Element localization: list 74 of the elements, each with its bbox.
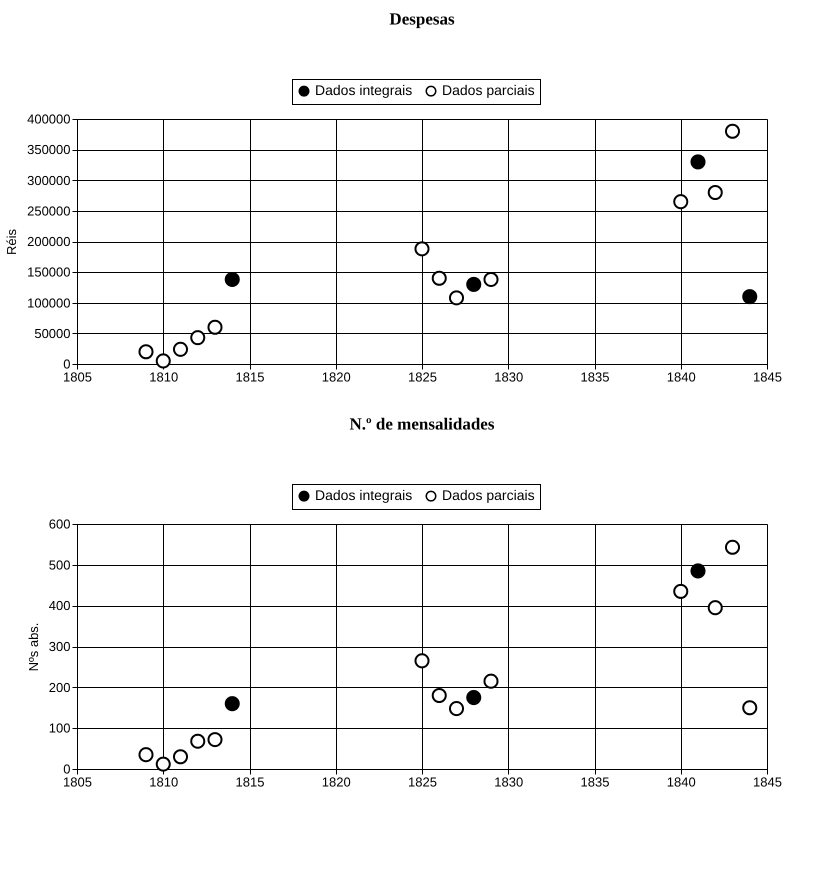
x-tick-label: 1810	[149, 370, 178, 384]
point	[690, 563, 706, 578]
point	[673, 584, 688, 599]
point	[448, 290, 464, 306]
x-tick-label: 1805	[63, 370, 92, 384]
point	[414, 241, 430, 256]
y-tick-label: 300	[48, 639, 70, 654]
point	[156, 353, 171, 368]
y-tick-label: 0	[63, 356, 70, 372]
y-tick-label: 300000	[27, 172, 70, 188]
point	[483, 674, 499, 689]
x-tick-label: 1820	[322, 774, 351, 790]
point	[190, 330, 206, 346]
point	[466, 690, 482, 706]
point	[724, 540, 740, 555]
y-tick-label: 200	[48, 680, 70, 695]
y-axis-title: Nºs abs.	[26, 622, 41, 672]
x-tick-label: 1845	[753, 774, 782, 790]
x-tick-label: 1830	[494, 774, 524, 790]
y-tick-label: 350000	[27, 142, 70, 158]
x-tick-label: 1840	[666, 774, 696, 790]
legend-label: Dados integrais	[315, 82, 412, 98]
chart-title: N.º de mensalidades	[350, 414, 495, 434]
point	[224, 696, 240, 712]
x-tick-label: 1825	[408, 370, 437, 384]
y-tick-label: 100	[48, 720, 70, 736]
point	[708, 184, 723, 200]
y-tick-label: 250000	[27, 203, 70, 218]
point	[138, 747, 154, 762]
point	[207, 320, 223, 335]
point	[207, 732, 223, 748]
point	[190, 734, 206, 749]
y-tick-label: 50000	[34, 326, 70, 341]
point	[724, 124, 740, 139]
x-tick-label: 1840	[666, 370, 696, 384]
point	[466, 276, 482, 292]
x-tick-label: 1830	[494, 370, 524, 384]
point	[690, 154, 706, 170]
y-axis-title: Réis	[4, 228, 20, 256]
point	[742, 289, 758, 304]
y-tick-label: 0	[63, 762, 70, 776]
legend-label: Dados parciais	[442, 487, 535, 504]
point	[742, 700, 758, 716]
chart-title: Despesas	[389, 10, 455, 28]
point	[156, 756, 171, 772]
legend-label: Dados parciais	[442, 82, 535, 98]
y-tick-label: 600	[48, 516, 70, 532]
x-tick-label: 1805	[63, 774, 92, 790]
point	[224, 272, 240, 287]
point	[448, 701, 464, 716]
y-tick-label: 500	[48, 557, 70, 572]
y-tick-label: 150000	[27, 264, 70, 280]
x-tick-label: 1825	[408, 774, 437, 790]
point	[708, 600, 723, 616]
x-tick-label: 1835	[580, 774, 610, 790]
x-tick-label: 1820	[322, 370, 351, 384]
point	[414, 653, 430, 668]
legend-label: Dados integrais	[315, 487, 412, 504]
x-tick-label: 1835	[580, 370, 610, 384]
point	[483, 272, 499, 287]
y-tick-label: 200000	[27, 234, 70, 249]
point	[673, 194, 688, 210]
point	[138, 344, 154, 360]
point	[432, 688, 447, 704]
point	[172, 342, 188, 357]
y-tick-label: 400000	[27, 112, 70, 126]
x-tick-label: 1815	[236, 370, 264, 384]
x-tick-label: 1845	[753, 370, 782, 384]
x-tick-label: 1810	[149, 774, 178, 790]
point	[432, 270, 447, 286]
y-tick-label: 100000	[27, 295, 70, 310]
x-tick-label: 1815	[236, 774, 264, 790]
y-tick-label: 400	[48, 598, 70, 614]
point	[172, 749, 188, 764]
